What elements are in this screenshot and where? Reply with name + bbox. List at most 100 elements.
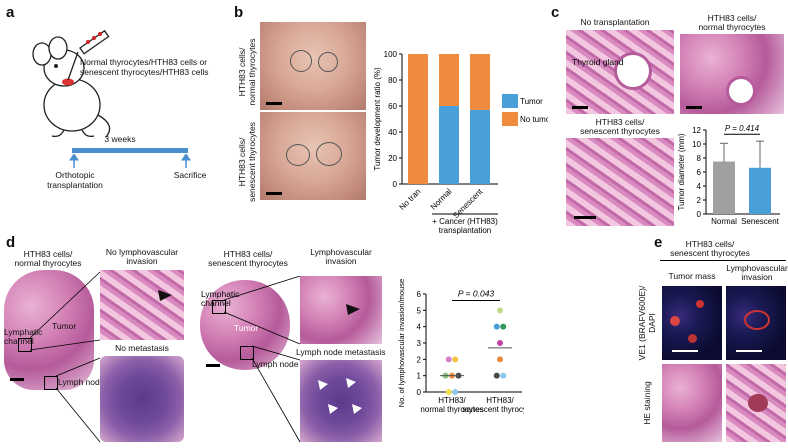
y-tick-label: 3 (417, 339, 422, 348)
c-img2-title-line-1: HTH83 cells/ (707, 13, 757, 23)
data-point (500, 372, 507, 379)
left-node-box (44, 376, 58, 390)
y-tick-label: 20 (388, 154, 397, 163)
y-tick-label: 12 (692, 126, 701, 135)
photo2-side-label: HTH83 cells/ senescent thyrocytes (237, 112, 258, 212)
injection-text-line-2: senescent thyrocytes/HTH83 cells (80, 67, 209, 77)
timeline-start-line-2: transplantation (47, 180, 103, 190)
y-tick-label: 0 (697, 210, 702, 219)
d-mid-node-label: Lymph node (252, 359, 299, 369)
histology-left-inset-node (100, 356, 184, 442)
y-tick-label: 0 (393, 180, 398, 189)
e-title-underline (660, 260, 786, 261)
y-tick-label: 0 (417, 388, 422, 397)
histology-mid-overview (200, 280, 290, 370)
he-staining-tumor-mass (662, 364, 722, 442)
legend-swatch (502, 94, 518, 108)
c-img1-title: No transplantation (580, 17, 650, 27)
e-row2-label: HE staining (642, 381, 653, 425)
d-mid-title-line-2: senescent thyrocytes (208, 258, 288, 268)
histology-normal-thyrocytes (680, 34, 784, 114)
d-left-tumor-label: Tumor (52, 321, 77, 331)
d-mid-inv-line-2: invasion (325, 256, 357, 266)
d-mid-title-line-1: HTH83 cells/ (223, 249, 273, 259)
data-point (445, 356, 452, 363)
photo2-label-line-2: senescent thyrocytes (247, 122, 257, 202)
histology-left-inset-invasion (100, 270, 184, 340)
d-left-inv-line-2: invasion (126, 256, 158, 266)
footer-line-1: + Cancer (HTH83) (432, 217, 498, 226)
histology-senescent-thyrocytes (566, 138, 674, 226)
data-point (493, 323, 500, 330)
d-mid-meta-label: Lymph node metastasis (296, 347, 386, 357)
x-tick-label-line-1: HTH83/ (486, 396, 514, 405)
injection-text-line-1: Normal thyrocytes/HTH83 cells or (80, 57, 208, 67)
legend-label: No tumor (520, 115, 548, 124)
data-point (497, 307, 503, 314)
x-tick-label-line-2: senescent thyrocytes (462, 405, 524, 414)
c-img2-title-line-2: normal thyrocytes (698, 22, 766, 32)
e-row2-side-label: HE staining (638, 364, 658, 442)
x-tick-label: Senescent (451, 187, 485, 221)
bar-no-tumor (408, 54, 428, 184)
e-title-line-1: HTH83 cells/ (685, 239, 735, 249)
histology-no-transplant (566, 30, 674, 114)
x-tick-label-line-2: normal thyrocytes (420, 405, 483, 414)
y-tick-label: 40 (388, 128, 397, 137)
bar-normal (713, 161, 735, 214)
y-tick-label: 6 (417, 290, 422, 299)
footer-line-2: transplantation (439, 226, 491, 235)
c-img3-title-line-1: HTH83 cells/ (595, 117, 645, 127)
x-tick-label: No tran (397, 187, 422, 212)
y-tick-label: 4 (417, 323, 422, 332)
d-mid-lympho-line-2: channel (201, 298, 231, 308)
data-point (500, 323, 507, 330)
d-left-lympho-line-2: channel (4, 336, 34, 346)
data-point (493, 372, 500, 379)
metastasis-arrowheads-icon (318, 378, 362, 414)
fluorescence-lymphovascular (726, 286, 786, 360)
mid-connector-lines (223, 276, 301, 443)
timeline-end-label: Sacrifice (173, 170, 207, 180)
panel-label-e: e (654, 234, 663, 251)
d-left-title-line-1: HTH83 cells/ (23, 249, 73, 259)
panel-label-d: d (6, 234, 16, 251)
mouse-photo-normal (260, 22, 366, 110)
d-mid-tumor-label: Tumor (234, 323, 259, 333)
timeline-arrows-icon (69, 154, 191, 168)
photo1-side-label: HTH83 cells/ normal thyrocytes (237, 22, 258, 122)
y-tick-label: 80 (388, 76, 397, 85)
y-tick-label: 10 (692, 140, 701, 149)
timeline-duration-label: 3 weeks (104, 134, 136, 144)
bar-no-tumor (439, 54, 459, 106)
panel-label-a: a (6, 4, 15, 21)
panel-label-b: b (234, 4, 244, 21)
e-col2-line-2: invasion (741, 272, 773, 282)
d-mid-lympho-line-1: Lymphatic (201, 289, 240, 299)
panel-label-c: c (551, 4, 560, 21)
x-tick-label-line-1: HTH83/ (438, 396, 466, 405)
y-axis-title: Tumor diameter (mm) (677, 133, 686, 210)
d-left-lympho-line-1: Lymphatic (4, 327, 43, 337)
bar-no-tumor (470, 54, 490, 110)
y-tick-label: 5 (417, 306, 422, 315)
y-tick-label: 2 (417, 355, 422, 364)
left-lymphatic-box (18, 338, 32, 352)
y-tick-label: 6 (697, 168, 702, 177)
mid-lymphatic-box (212, 300, 226, 314)
lymphovascular-invasion-chart: 0 1 2 3 4 5 6 No. of lymphovascular invasion/mo… (397, 279, 524, 414)
p-value-label: P = 0.043 (458, 289, 495, 299)
mouse-photo-senescent (260, 112, 366, 200)
d-left-title-line-2: normal thyrocytes (14, 258, 82, 268)
timeline-bar (72, 148, 188, 153)
bar-tumor (439, 106, 459, 184)
e-col1-label: Tumor mass (668, 271, 716, 281)
y-tick-label: 60 (388, 102, 397, 111)
photo1-label-line-2: normal thyrocytes (247, 38, 257, 106)
y-tick-label: 2 (697, 196, 702, 205)
d-left-inv-line-1: No lymphovascular (105, 247, 179, 257)
mid-node-box (240, 346, 254, 360)
y-tick-label: 100 (384, 50, 398, 59)
left-connector-lines (29, 271, 101, 443)
